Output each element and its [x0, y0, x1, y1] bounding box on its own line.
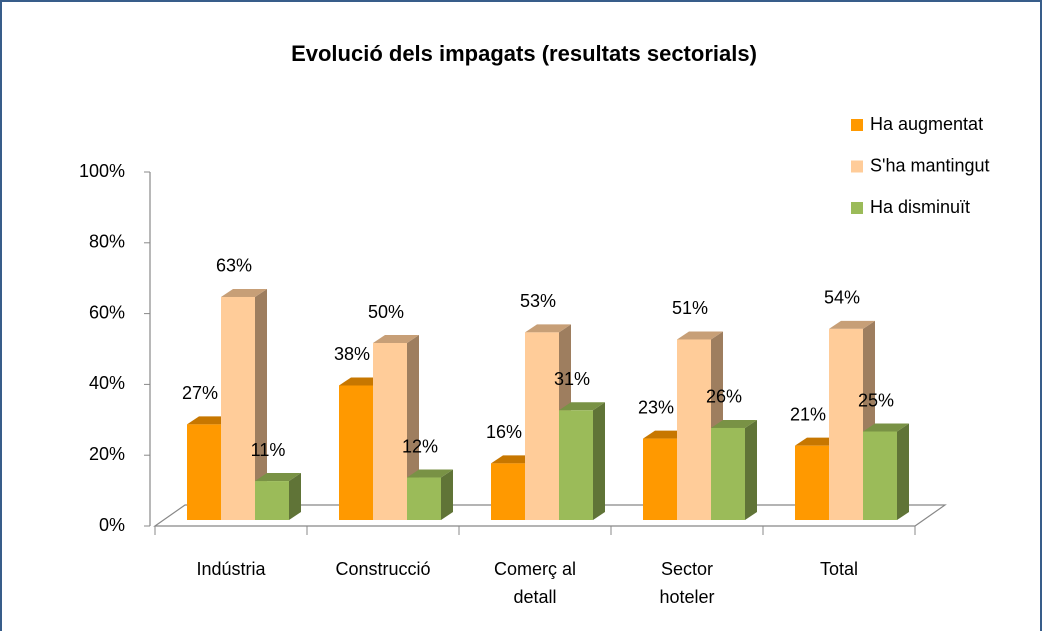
bar	[373, 343, 407, 520]
bar	[795, 445, 829, 520]
x-tick-label: Sector hoteler	[659, 559, 714, 607]
bar	[255, 481, 289, 520]
legend-label: Ha augmentat	[870, 114, 983, 134]
bar-top	[677, 331, 723, 340]
value-label: 38%	[334, 344, 370, 364]
value-label: 12%	[402, 436, 438, 456]
legend-swatch	[851, 160, 863, 173]
legend-label: Ha disminuït	[870, 197, 970, 217]
value-label: 50%	[368, 302, 404, 322]
y-tick-label: 100%	[79, 161, 125, 181]
y-tick-label: 0%	[99, 515, 125, 535]
bar	[677, 339, 711, 520]
y-tick-label: 80%	[89, 232, 125, 252]
bar-top	[559, 402, 605, 411]
chart-title: Evolució dels impagats (resultats sector…	[291, 41, 757, 66]
legend-swatch	[851, 119, 863, 131]
bar-side	[593, 402, 605, 520]
bar-top	[525, 324, 571, 333]
value-label: 25%	[858, 390, 894, 410]
legend-label: S'ha mantingut	[870, 155, 990, 175]
bar-top	[373, 335, 419, 343]
bar-top	[863, 423, 909, 432]
value-label: 53%	[520, 291, 556, 311]
bar	[221, 296, 255, 520]
value-label: 31%	[554, 369, 590, 389]
value-label: 21%	[790, 404, 826, 424]
value-label: 54%	[824, 288, 860, 308]
bar-side	[289, 473, 301, 520]
bar-top	[711, 419, 757, 428]
y-tick-label: 20%	[89, 444, 125, 464]
bar	[829, 328, 863, 520]
y-tick-label: 60%	[89, 302, 125, 322]
bar	[491, 463, 525, 520]
floor	[153, 504, 947, 527]
value-label: 63%	[216, 256, 252, 276]
legend-swatch	[851, 202, 863, 214]
bar	[863, 431, 897, 520]
bar-side	[255, 288, 267, 520]
bar	[711, 427, 745, 520]
bar	[643, 438, 677, 520]
bar-top	[829, 320, 875, 329]
y-tick-label: 40%	[89, 373, 125, 393]
x-tick-label: Total	[820, 559, 858, 579]
x-tick-label: Construcció	[335, 559, 430, 579]
x-tick-label: Indústria	[196, 559, 266, 579]
value-label: 16%	[486, 422, 522, 442]
bar	[559, 410, 593, 520]
bar-top	[255, 473, 301, 482]
bar-side	[897, 423, 909, 520]
value-label: 51%	[672, 298, 708, 318]
value-label: 26%	[706, 387, 742, 407]
bar	[187, 424, 221, 520]
bar	[407, 477, 441, 520]
bar-top	[407, 469, 453, 478]
value-label: 27%	[182, 383, 218, 403]
bar-side	[441, 469, 453, 520]
x-tick-label: Comerç al detall	[494, 559, 576, 607]
bar-side	[745, 419, 757, 520]
bar-top	[221, 288, 267, 297]
value-label: 23%	[638, 397, 674, 417]
bar	[525, 332, 559, 520]
value-label: 11%	[251, 440, 286, 460]
bar	[339, 385, 373, 520]
